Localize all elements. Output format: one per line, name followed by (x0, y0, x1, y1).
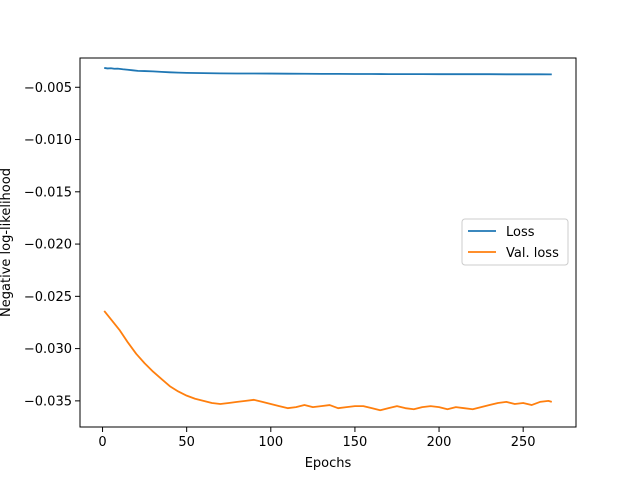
y-tick-label: −0.010 (24, 133, 72, 148)
series-layer (103, 67, 553, 412)
x-tick-label: 0 (98, 435, 106, 450)
y-tick-label: −0.020 (24, 238, 72, 253)
x-tick-label: 200 (427, 435, 452, 450)
plot-frame (79, 57, 577, 428)
ticks-layer: 0 50 100 150 200 250 −0.005 −0.010 −0.015 −0.020 −… (24, 81, 536, 450)
x-tick-label: 150 (343, 435, 368, 450)
y-tick-label: −0.035 (24, 394, 72, 409)
legend: Loss Val. loss (461, 218, 569, 266)
series-line-loss (104, 67, 552, 76)
y-tick-label: −0.025 (24, 290, 72, 305)
legend-label-loss: Loss (506, 225, 535, 240)
legend-label-val-loss: Val. loss (506, 246, 559, 261)
x-axis-label: Epochs (305, 456, 352, 471)
y-axis-label: Negative log-likelihood (0, 168, 14, 317)
x-tick-label: 250 (511, 435, 536, 450)
x-tick-label: 50 (178, 435, 195, 450)
series-line-val-loss (103, 310, 553, 412)
y-tick-label: −0.005 (24, 81, 72, 96)
x-tick-label: 100 (258, 435, 283, 450)
y-tick-label: −0.015 (24, 185, 72, 200)
y-tick-label: −0.030 (24, 342, 72, 357)
